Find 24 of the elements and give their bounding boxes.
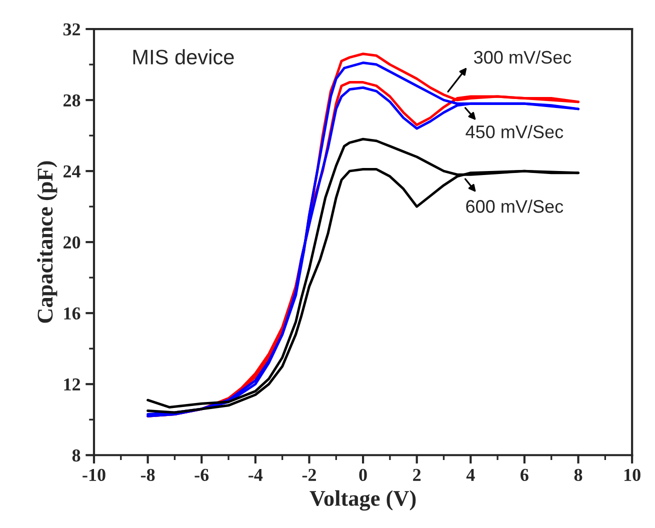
x-tick-label: -8: [140, 468, 155, 482]
x-tick-label: 2: [413, 468, 421, 481]
annotation: 600 mV/Sec: [466, 200, 564, 213]
annotation: 450 mV/Sec: [466, 125, 564, 138]
text: MIS device: [133, 49, 234, 64]
x-axis-title: Voltage (V): [310, 490, 416, 511]
y-tick-label: 24: [64, 165, 80, 178]
x-tick-label: 10: [624, 468, 640, 482]
y-tick-label: 16: [64, 307, 80, 320]
y-axis-title: Capacitance (pF): [37, 161, 58, 323]
x-tick-label: -10: [82, 468, 106, 482]
x-tick-label: 8: [574, 468, 582, 482]
x-tick-label: -2: [302, 468, 316, 481]
x-tick-label: -4: [248, 468, 263, 481]
x-tick-label: 0: [359, 468, 367, 482]
y-tick-label: 8: [72, 449, 80, 462]
y-tick-label: 12: [64, 378, 80, 390]
y-tick-label: 32: [63, 23, 80, 36]
annotation: 300 mV/Sec: [474, 50, 572, 64]
y-tick-label: 20: [64, 236, 80, 249]
x-tick-label: -6: [194, 468, 209, 482]
y-tick-label: 28: [64, 94, 80, 106]
x-tick-label: 4: [466, 468, 475, 481]
x-tick-label: 6: [520, 468, 528, 482]
